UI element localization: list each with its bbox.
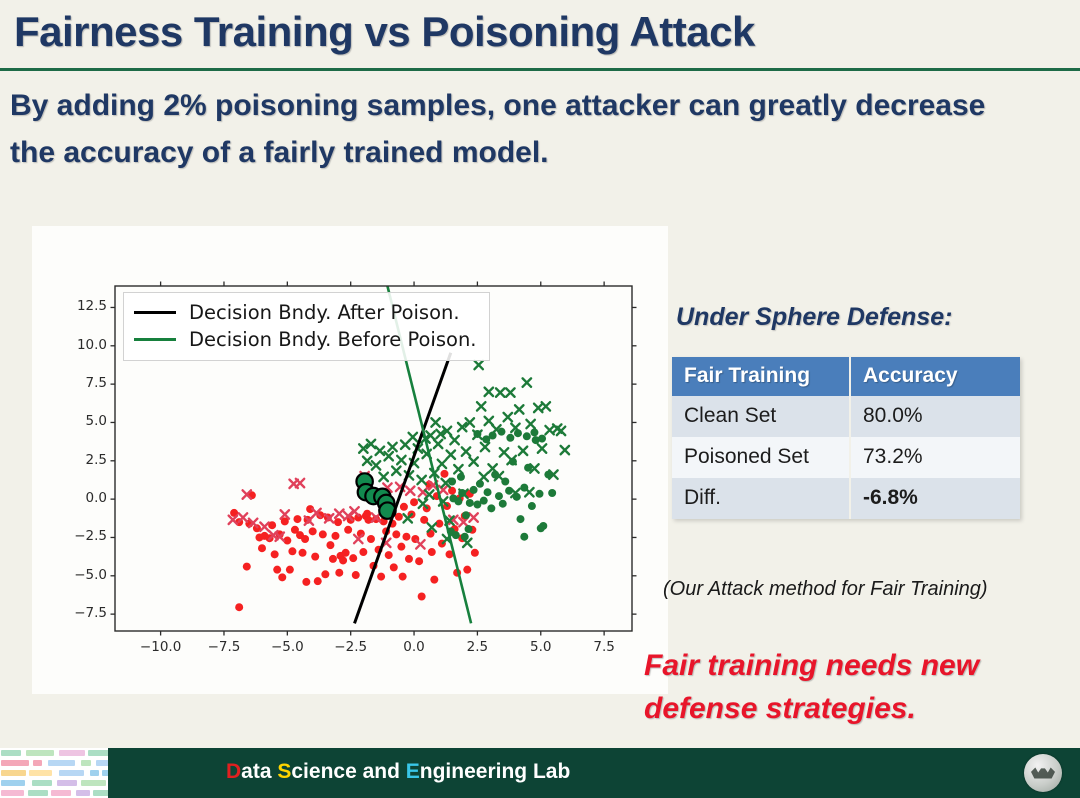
table-header-row: Fair Training Accuracy	[672, 357, 1020, 396]
y-axis-tick-label: −5.0	[74, 566, 107, 583]
legend-item-after: Decision Bndy. After Poison.	[134, 299, 477, 326]
row-value-poisoned-set: 73.2%	[850, 437, 1020, 478]
footer-swatch-block	[51, 790, 71, 796]
footer-bar: Data Science and Engineering Lab	[108, 748, 1080, 798]
attack-method-note: (Our Attack method for Fair Training)	[663, 578, 988, 600]
footer-swatch-block	[81, 780, 106, 786]
footer-swatch-block	[1, 770, 26, 776]
footer-swatch-block	[33, 760, 42, 766]
plot-area: −10.0 −7.5 −5.0 −2.5 0.0 2.5 5.0 7.5 12.5 10.0 7.5…	[32, 226, 668, 694]
footer-swatch-logo	[0, 748, 108, 798]
footer-swatch-block	[1, 790, 24, 796]
scatter-chart-panel: −10.0 −7.5 −5.0 −2.5 0.0 2.5 5.0 7.5 12.5 10.0 7.5…	[32, 226, 668, 694]
table-row: Diff. -6.8%	[672, 478, 1020, 519]
footer-swatch-block	[59, 750, 85, 756]
x-axis-tick-label: −7.5	[207, 639, 241, 655]
row-label-diff: Diff.	[672, 478, 851, 519]
slide-subtitle: By adding 2% poisoning samples, one atta…	[10, 89, 986, 170]
column-header-accuracy: Accuracy	[850, 357, 1020, 396]
footer-swatch-block	[26, 750, 54, 756]
footer-swatch-block	[90, 770, 99, 776]
x-axis-tick-label: −10.0	[139, 639, 182, 655]
x-axis-tick-label: −2.5	[334, 639, 368, 655]
footer-swatch-block	[59, 770, 84, 776]
footer-swatch-block	[1, 780, 25, 786]
university-seal-icon	[1024, 754, 1062, 792]
footer-swatch-block	[96, 760, 108, 766]
legend-swatch-after	[134, 311, 176, 314]
page-title: Fairness Training vs Poisoning Attack	[14, 8, 755, 55]
y-axis-tick-label: 7.5	[85, 375, 107, 392]
footer-swatch-block	[76, 790, 90, 796]
plot-svg	[110, 281, 637, 636]
x-axis-tick-label: 7.5	[593, 639, 615, 655]
x-axis-tick-label: 5.0	[530, 639, 552, 655]
x-axis-tick-label: −5.0	[270, 639, 304, 655]
legend-label-after: Decision Bndy. After Poison.	[189, 301, 460, 324]
footer-swatch-block	[102, 770, 108, 776]
closing-statement: Fair training needs new defense strategi…	[644, 649, 980, 725]
footer-swatch-block	[57, 780, 77, 786]
footer-swatch-block	[1, 750, 21, 756]
y-axis-tick-label: 12.5	[76, 298, 107, 315]
legend-item-before: Decision Bndy. Before Poison.	[134, 326, 477, 353]
chart-legend: Decision Bndy. After Poison. Decision Bn…	[123, 292, 490, 361]
results-table: Fair Training Accuracy Clean Set 80.0% P…	[672, 357, 1020, 519]
x-axis-tick-label: 0.0	[403, 639, 425, 655]
row-label-poisoned-set: Poisoned Set	[672, 437, 851, 478]
footer-swatch-block	[1, 760, 29, 766]
table-row: Poisoned Set 73.2%	[672, 437, 1020, 478]
y-axis-tick-label: 2.5	[85, 451, 107, 468]
y-axis-tick-label: −7.5	[74, 605, 107, 622]
footer-lab-name: Data Science and Engineering Lab	[226, 760, 571, 783]
y-axis-tick-label: 10.0	[76, 336, 107, 353]
table-row: Clean Set 80.0%	[672, 396, 1020, 437]
row-label-clean-set: Clean Set	[672, 396, 851, 437]
footer-swatch-block	[28, 790, 48, 796]
legend-swatch-before	[134, 338, 176, 341]
column-header-fair-training: Fair Training	[672, 357, 851, 396]
row-value-diff: -6.8%	[850, 478, 1020, 519]
y-axis-tick-label: −2.5	[74, 528, 107, 545]
footer-swatch-block	[81, 760, 91, 766]
x-axis-tick-label: 2.5	[466, 639, 489, 655]
y-axis-tick-label: 0.0	[85, 490, 107, 507]
legend-label-before: Decision Bndy. Before Poison.	[189, 328, 477, 351]
seal-emblem-icon	[1031, 767, 1055, 779]
y-axis-tick-label: 5.0	[85, 413, 107, 430]
sphere-defense-heading: Under Sphere Defense:	[676, 303, 953, 331]
footer-swatch-block	[32, 780, 52, 786]
footer-swatch-block	[29, 770, 52, 776]
footer-swatch-block	[93, 790, 108, 796]
row-value-clean-set: 80.0%	[850, 396, 1020, 437]
footer-swatch-block	[48, 760, 75, 766]
footer-swatch-block	[88, 750, 108, 756]
title-divider	[0, 68, 1080, 71]
